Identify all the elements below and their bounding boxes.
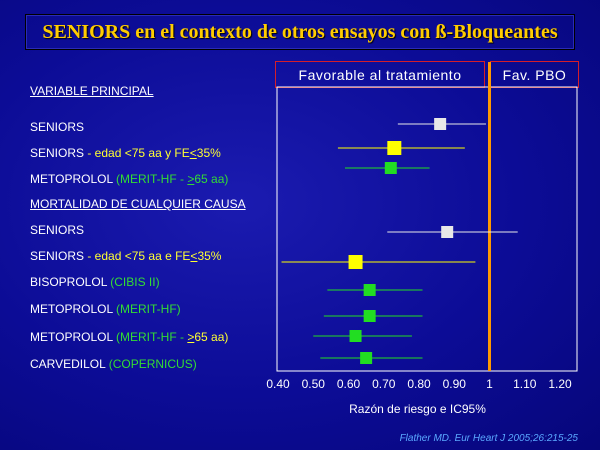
plot-frame xyxy=(276,86,578,372)
x-tick-label: 0.80 xyxy=(407,377,431,391)
fav-pbo-header-label: Fav. PBO xyxy=(502,66,567,83)
row-label: METOPROLOL (MERIT-HF) xyxy=(30,302,181,316)
favorable-header-label: Favorable al tratamiento xyxy=(298,66,462,83)
row-main: SENIORS xyxy=(30,223,85,237)
row-main: METOPROLOL xyxy=(30,172,113,186)
row-suffix-end: 65 aa) xyxy=(194,330,229,344)
x-axis-label: Razón de riesgo e IC95% xyxy=(349,402,486,416)
point-estimate xyxy=(363,284,376,296)
row-suffix: (COPERNICUS) xyxy=(105,357,197,371)
row-label: SENIORS - edad <75 aa e FE<35% xyxy=(30,249,221,263)
point-estimate xyxy=(441,226,454,238)
source-citation: Flather MD. Eur Heart J 2005;26:215-25 xyxy=(399,433,578,444)
row-main: METOPROLOL xyxy=(30,330,113,344)
row-main: METOPROLOL xyxy=(30,302,113,316)
row-suffix: (MERIT-HF - xyxy=(112,330,188,344)
point-estimate xyxy=(363,310,376,322)
row-suffix: (MERIT-HF) xyxy=(112,302,181,316)
title-box: SENIORS en el contexto de otros ensayos … xyxy=(25,14,575,50)
row-label: SENIORS xyxy=(30,120,84,134)
row-suffix: (MERIT-HF - xyxy=(112,172,188,186)
row-suffix-underlined: < xyxy=(190,249,198,263)
row-suffix-underlined: > xyxy=(187,172,195,186)
row-suffix-underlined: < xyxy=(189,146,197,160)
point-estimate xyxy=(348,255,363,269)
row-label: SENIORS xyxy=(30,223,84,237)
row-suffix-end: 35% xyxy=(197,249,222,263)
section-mortality: MORTALIDAD DE CUALQUIER CAUSA xyxy=(30,197,246,211)
row-main: BISOPROLOL xyxy=(30,275,107,289)
row-main: SENIORS xyxy=(30,146,85,160)
row-label: SENIORS - edad <75 aa y FE<35% xyxy=(30,146,221,160)
x-tick-label: 1.20 xyxy=(548,377,572,391)
row-main: SENIORS xyxy=(30,120,85,134)
slide-title: SENIORS en el contexto de otros ensayos … xyxy=(42,20,558,43)
point-estimate xyxy=(434,118,447,130)
x-tick-label: 0.70 xyxy=(372,377,396,391)
point-estimate xyxy=(360,352,373,364)
row-label: METOPROLOL (MERIT-HF - >65 aa) xyxy=(30,330,228,344)
row-label: BISOPROLOL (CIBIS II) xyxy=(30,275,160,289)
row-label: CARVEDILOL (COPERNICUS) xyxy=(30,357,197,371)
row-suffix-end: 65 aa) xyxy=(194,172,229,186)
x-tick-label: 0.40 xyxy=(266,377,290,391)
row-main: SENIORS xyxy=(30,249,85,263)
point-estimate xyxy=(387,141,402,155)
row-suffix-end: 35% xyxy=(196,146,221,160)
section-primary: VARIABLE PRINCIPAL xyxy=(30,84,154,98)
row-suffix: - edad <75 aa y FE xyxy=(84,146,190,160)
row-suffix: - edad <75 aa e FE xyxy=(84,249,191,263)
x-tick-label: 1 xyxy=(486,377,493,391)
x-tick-label: 0.60 xyxy=(337,377,361,391)
row-label: METOPROLOL (MERIT-HF - >65 aa) xyxy=(30,172,228,186)
row-suffix-underlined: > xyxy=(187,330,195,344)
x-tick-label: 1.10 xyxy=(513,377,537,391)
row-main: CARVEDILOL xyxy=(30,357,106,371)
point-estimate xyxy=(384,162,397,174)
row-suffix: (CIBIS II) xyxy=(106,275,160,289)
point-estimate xyxy=(349,330,362,342)
x-tick-label: 0.90 xyxy=(443,377,467,391)
x-tick-label: 0.50 xyxy=(302,377,326,391)
